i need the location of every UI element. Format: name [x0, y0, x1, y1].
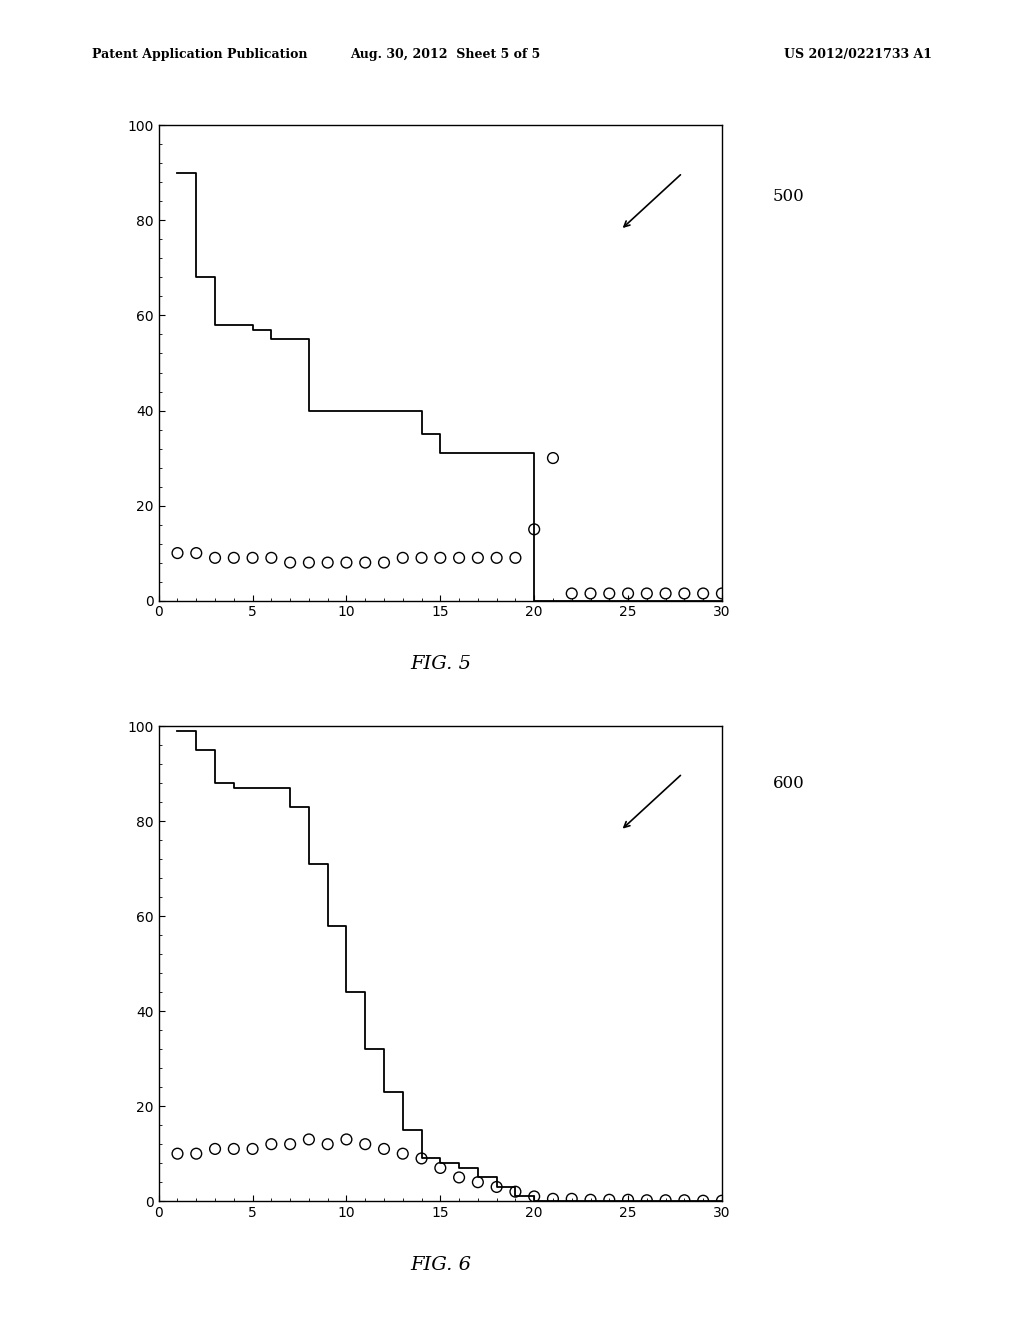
Point	[695, 1191, 712, 1212]
Point	[507, 1181, 523, 1203]
Point	[583, 583, 599, 605]
Point	[714, 1191, 730, 1212]
Point	[245, 548, 261, 569]
Point	[319, 1134, 336, 1155]
Point	[282, 552, 298, 573]
Point	[394, 548, 411, 569]
Point	[488, 548, 505, 569]
Point	[357, 1134, 374, 1155]
Point	[676, 583, 692, 605]
Point	[376, 1138, 392, 1159]
Point	[639, 1189, 655, 1210]
Point	[639, 583, 655, 605]
Point	[601, 1189, 617, 1210]
Point	[225, 1138, 242, 1159]
Point	[714, 583, 730, 605]
Point	[601, 583, 617, 605]
Point	[657, 1189, 674, 1210]
Text: 600: 600	[773, 775, 805, 792]
Point	[188, 1143, 205, 1164]
Point	[563, 1188, 580, 1209]
Point	[563, 583, 580, 605]
Point	[207, 548, 223, 569]
Point	[357, 552, 374, 573]
Point	[338, 552, 354, 573]
Point	[376, 552, 392, 573]
Point	[526, 1185, 543, 1206]
Text: US 2012/0221733 A1: US 2012/0221733 A1	[783, 48, 932, 61]
Point	[620, 583, 636, 605]
Point	[620, 1189, 636, 1210]
Point	[245, 1138, 261, 1159]
Point	[394, 1143, 411, 1164]
Point	[188, 543, 205, 564]
Point	[657, 583, 674, 605]
Text: FIG. 6: FIG. 6	[410, 1255, 471, 1274]
Point	[676, 1189, 692, 1210]
Point	[301, 1129, 317, 1150]
Point	[225, 548, 242, 569]
Point	[470, 1172, 486, 1193]
Point	[263, 1134, 280, 1155]
Point	[282, 1134, 298, 1155]
Point	[545, 1188, 561, 1209]
Point	[488, 1176, 505, 1197]
Text: Aug. 30, 2012  Sheet 5 of 5: Aug. 30, 2012 Sheet 5 of 5	[350, 48, 541, 61]
Point	[414, 548, 430, 569]
Point	[545, 447, 561, 469]
Point	[338, 1129, 354, 1150]
Point	[526, 519, 543, 540]
Point	[470, 548, 486, 569]
Text: FIG. 5: FIG. 5	[410, 655, 471, 673]
Point	[207, 1138, 223, 1159]
Point	[263, 548, 280, 569]
Point	[301, 552, 317, 573]
Point	[414, 1148, 430, 1170]
Point	[507, 548, 523, 569]
Point	[432, 548, 449, 569]
Point	[583, 1189, 599, 1210]
Point	[432, 1158, 449, 1179]
Text: 500: 500	[773, 187, 805, 205]
Point	[319, 552, 336, 573]
Point	[169, 543, 185, 564]
Point	[169, 1143, 185, 1164]
Point	[695, 583, 712, 605]
Point	[451, 1167, 467, 1188]
Point	[451, 548, 467, 569]
Text: Patent Application Publication: Patent Application Publication	[92, 48, 307, 61]
